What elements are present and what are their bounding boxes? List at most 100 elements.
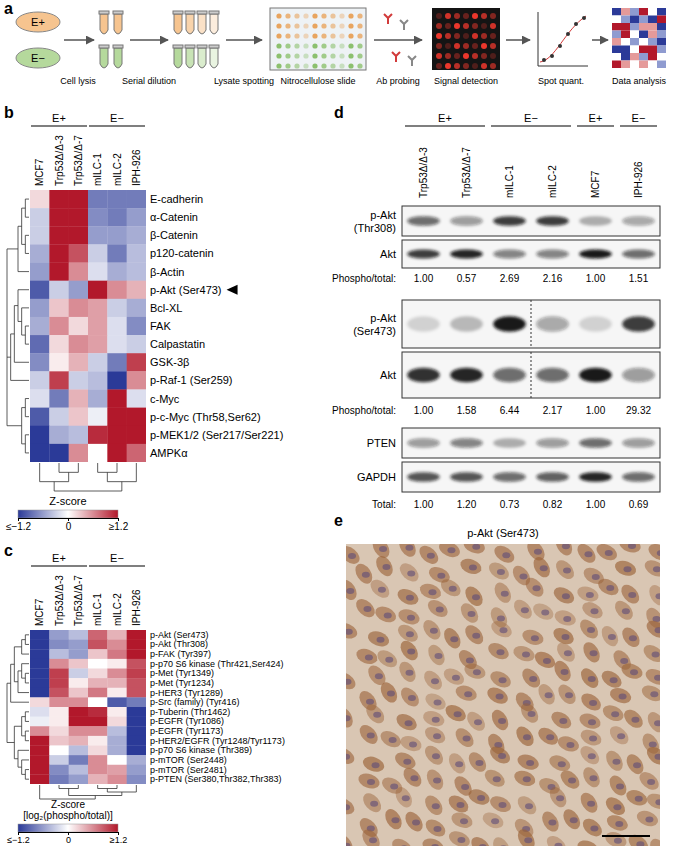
heatmap-cell <box>49 746 69 756</box>
heatmap-cell <box>69 774 89 784</box>
cell <box>552 544 575 558</box>
cell <box>346 832 356 846</box>
blot-box <box>402 428 660 458</box>
group-line <box>89 125 145 126</box>
heatmap-cell <box>127 263 146 281</box>
signal-spot <box>472 43 478 49</box>
colorbar-axis: ≤−1.20≥1.2 <box>6 518 129 532</box>
dendrogram-link <box>54 482 122 491</box>
heatmap-cell <box>88 746 108 756</box>
heatmap-cell <box>127 755 146 765</box>
cell <box>373 553 396 579</box>
heatmap-cell <box>107 630 127 640</box>
heatmap-cell <box>88 190 108 208</box>
heatmap-cell <box>69 408 89 426</box>
nucleus <box>477 795 485 801</box>
signal-spot <box>436 33 442 39</box>
band <box>450 250 483 259</box>
condition-label: E− <box>31 52 45 64</box>
signal-spot <box>481 53 487 59</box>
spot <box>276 63 281 68</box>
heatmap-cell <box>49 697 69 707</box>
heatmap-cell <box>107 755 127 765</box>
nucleus <box>473 669 481 675</box>
heatmap-cell <box>30 755 50 765</box>
signal-spot <box>490 23 496 29</box>
heatmap-icon-cell <box>639 8 648 16</box>
signal-spot <box>436 53 442 59</box>
spot <box>303 33 308 38</box>
heatmap-cell <box>69 640 89 650</box>
nucleus <box>655 593 660 599</box>
tube <box>210 14 218 34</box>
nucleus <box>346 843 351 846</box>
signal-spot <box>454 53 460 59</box>
spot <box>330 63 335 68</box>
nucleus <box>588 753 596 759</box>
heatmap-cell <box>107 226 127 244</box>
cell <box>421 708 446 729</box>
signal-spot <box>481 13 487 19</box>
nucleus <box>497 616 505 622</box>
cell <box>646 582 660 608</box>
nucleus <box>631 717 639 723</box>
signal-spot <box>472 63 478 69</box>
heatmap-cell <box>127 717 146 727</box>
nucleus <box>545 692 553 698</box>
nucleus <box>434 700 442 706</box>
spot <box>294 33 299 38</box>
band <box>450 316 483 331</box>
heatmap-cell <box>30 765 50 775</box>
cell <box>553 608 578 629</box>
heatmap-icon-cell <box>630 38 639 46</box>
spot <box>321 33 326 38</box>
step-label: Signal detection <box>434 76 498 86</box>
cell <box>485 684 511 707</box>
nucleus <box>496 649 504 655</box>
ratio-value: 0.69 <box>629 499 649 510</box>
band <box>450 472 483 482</box>
spot <box>285 63 290 68</box>
heatmap-icon-cell <box>639 16 648 24</box>
nucleus <box>499 845 507 846</box>
column-label: MCF7 <box>34 158 45 186</box>
nucleus <box>379 546 387 552</box>
nucleus <box>615 821 623 827</box>
tube-cap <box>173 11 183 14</box>
nucleus <box>606 585 614 591</box>
tube-cap <box>209 11 219 14</box>
nucleus <box>590 775 598 781</box>
heatmap-cell <box>49 765 69 775</box>
heatmap-cell <box>69 726 89 736</box>
nucleus <box>629 635 637 641</box>
nucleus <box>346 804 350 810</box>
detection-slide <box>432 8 500 70</box>
spot <box>294 43 299 48</box>
heatmap-icon-cell <box>612 53 621 61</box>
heatmap-cell <box>30 726 50 736</box>
row-label: p120-catenin <box>150 247 214 259</box>
cell <box>578 665 602 691</box>
ratio-value: 1.20 <box>457 499 477 510</box>
nucleus <box>433 733 441 739</box>
heatmap-icon-cell <box>657 61 666 69</box>
panel-label: e <box>334 512 343 529</box>
nucleus <box>367 732 375 738</box>
signal-spot <box>445 43 451 49</box>
heatmap-cell <box>49 371 69 389</box>
band <box>536 438 569 448</box>
cell <box>491 580 514 606</box>
cell <box>617 544 642 555</box>
nucleus <box>657 550 660 556</box>
signal-spot <box>454 23 460 29</box>
heatmap-cell <box>30 389 50 407</box>
row-label: p-Raf-1 (Ser259) <box>150 374 233 386</box>
dendrogram-link <box>25 326 29 344</box>
spot <box>303 13 308 18</box>
heatmap-cell <box>107 688 127 698</box>
nucleus <box>589 736 597 742</box>
cell <box>621 706 647 731</box>
cell <box>600 702 626 724</box>
quant-point <box>574 22 578 26</box>
heatmap-cell <box>69 317 89 335</box>
